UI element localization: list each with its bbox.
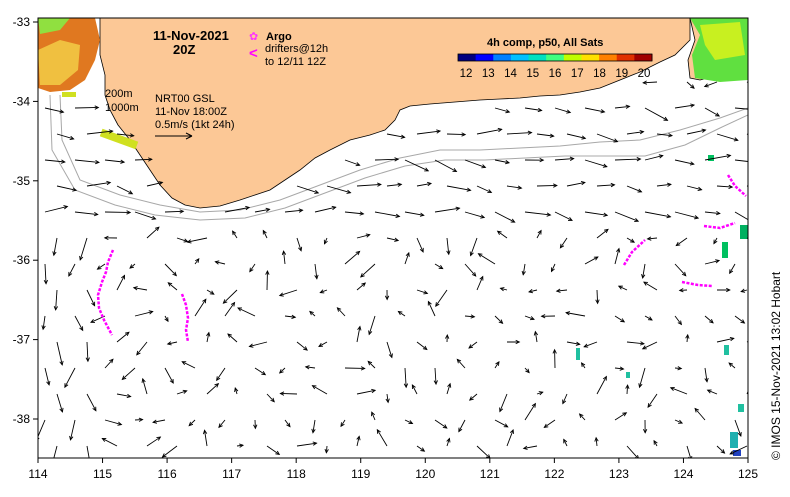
- colorbar-tick-label: 18: [593, 68, 606, 80]
- colorbar-swatch: [511, 54, 529, 61]
- drifters-label-2: to 12/11 12Z: [265, 56, 326, 68]
- colorbar-swatch: [564, 54, 582, 61]
- x-tick-label: 119: [351, 467, 370, 481]
- x-tick-label: 114: [28, 467, 47, 481]
- colorbar-tick-label: 15: [526, 68, 539, 80]
- y-tick-label: -37: [13, 333, 31, 347]
- colorbar-swatch: [599, 54, 617, 61]
- y-tick-label: -36: [13, 253, 31, 267]
- drifters-label-1: drifters@12h: [265, 43, 328, 55]
- x-tick-label: 123: [609, 467, 629, 481]
- colorbar-tick-label: 12: [460, 68, 473, 80]
- x-tick-label: 122: [544, 467, 564, 481]
- x-tick-label: 120: [415, 467, 435, 481]
- x-tick-label: 117: [222, 467, 241, 481]
- y-axis: -33 -34 -35 -36 -37 -38: [13, 15, 38, 426]
- x-tick-label: 118: [287, 467, 306, 481]
- colorbar-ticks: 12 13 14 15 16 17 18 19 20: [460, 68, 651, 80]
- x-tick-label: 115: [93, 467, 112, 481]
- current-vector: [747, 82, 763, 91]
- product-line-3: 0.5m/s (1kt 24h): [155, 119, 234, 131]
- credit-label: © IMOS 15-Nov-2021 13:02 Hobart: [769, 271, 783, 460]
- y-tick-label: -35: [13, 174, 31, 188]
- x-tick-label: 121: [480, 467, 500, 481]
- current-vector: [747, 238, 762, 244]
- sst-pixel: [708, 155, 714, 161]
- colorbar-tick-label: 19: [615, 68, 628, 80]
- colorbar-title: 4h comp, p50, All Sats: [487, 37, 603, 49]
- sst-pixel: [626, 372, 630, 378]
- sst-pixel: [730, 432, 738, 448]
- colorbar-swatch: [476, 54, 494, 61]
- colorbar-tick-label: 13: [482, 68, 495, 80]
- x-tick-label: 125: [738, 467, 758, 481]
- current-vector: [747, 186, 766, 190]
- x-axis: 114 115 116 117 118 119 120 121 122 123 124 125: [28, 458, 758, 481]
- sst-pixel: [576, 348, 580, 360]
- argo-label: Argo: [266, 31, 292, 43]
- sst-pixel: [738, 404, 744, 412]
- current-vector: [747, 134, 763, 143]
- colorbar-swatch: [546, 54, 564, 61]
- sst-pixel: [722, 242, 728, 258]
- colorbar: [458, 54, 653, 61]
- colorbar-tick-label: 20: [638, 68, 651, 80]
- product-line-2: 11-Nov 18:00Z: [155, 106, 227, 118]
- map-date: 11-Nov-2021: [153, 28, 229, 43]
- sst-pixel: [740, 225, 748, 239]
- x-tick-label: 116: [158, 467, 177, 481]
- y-tick-label: -33: [13, 15, 31, 29]
- colorbar-swatch: [617, 54, 635, 61]
- sst-pixel: [724, 345, 729, 355]
- sst-strip-2: [62, 92, 76, 97]
- map-hour: 20Z: [173, 42, 195, 57]
- colorbar-swatch: [529, 54, 547, 61]
- product-line-1: NRT00 GSL: [155, 93, 215, 105]
- y-tick-label: -34: [13, 94, 31, 108]
- colorbar-swatch: [493, 54, 511, 61]
- y-tick-label: -38: [13, 412, 31, 426]
- colorbar-tick-label: 14: [504, 68, 517, 80]
- argo-symbol-icon: ✿: [249, 31, 258, 43]
- contour-label-200m: 200m: [105, 88, 133, 100]
- colorbar-swatch: [634, 54, 652, 61]
- colorbar-tick-label: 16: [549, 68, 562, 80]
- colorbar-tick-label: 17: [571, 68, 584, 80]
- x-tick-label: 124: [673, 467, 693, 481]
- contour-label-1000m: 1000m: [105, 102, 139, 114]
- drifter-symbol-icon: <: [249, 45, 258, 62]
- colorbar-swatch: [581, 54, 599, 61]
- colorbar-swatch: [458, 54, 476, 61]
